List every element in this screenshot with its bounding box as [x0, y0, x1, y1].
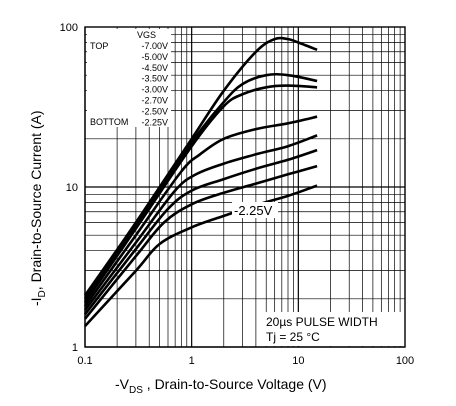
y-tick-label: 1	[72, 342, 78, 354]
legend-entry: -3.00V	[141, 85, 168, 95]
legend-entry: -2.70V	[141, 96, 168, 106]
x-axis-title: -VDS , Drain-to-Source Voltage (V)	[115, 376, 327, 396]
series-line--3.50V	[83, 115, 318, 307]
legend-background	[87, 29, 171, 127]
x-tick-label: 0.1	[77, 355, 92, 367]
legend-top-label: TOP	[90, 41, 108, 51]
x-tick-label: 10	[292, 355, 304, 367]
series-line--4.50V	[83, 84, 318, 304]
legend-entry: -2.50V	[141, 106, 168, 116]
series-line--3.00V	[83, 134, 318, 311]
series-line--2.50V	[83, 164, 318, 320]
legend-entry: -3.50V	[141, 74, 168, 84]
annotation-background	[262, 312, 404, 346]
series-line--2.25V	[84, 184, 318, 327]
pulse-width-annotation: 20µs PULSE WIDTH	[266, 315, 378, 329]
legend-entry: -2.25V	[141, 117, 168, 127]
junction-temp-annotation: Tj = 25 °C	[266, 330, 320, 344]
series-line--7.00V	[83, 36, 318, 297]
y-tick-label: 10	[66, 182, 78, 194]
series-line--5.00V	[83, 72, 318, 300]
x-tick-label: 1	[189, 355, 195, 367]
curve-label-background	[232, 202, 278, 218]
curves-group	[83, 36, 318, 327]
x-tick-label: 100	[396, 355, 414, 367]
series-line--2.70V	[83, 148, 318, 316]
legend-entry: -4.50V	[141, 63, 168, 73]
legend-bottom-label: BOTTOM	[90, 117, 128, 127]
plot-frame	[84, 26, 406, 348]
legend-entry: -7.00V	[141, 41, 168, 51]
y-axis-title: -ID, Drain-to-Source Current (A)	[28, 110, 48, 306]
legend-entries: -7.00V-5.00V-4.50V-3.50V-3.00V-2.70V-2.5…	[141, 41, 168, 127]
curve-label: -2.25V	[234, 203, 273, 218]
legend-entry: -5.00V	[141, 52, 168, 62]
y-tick-label: 100	[60, 22, 78, 34]
legend-header: VGS	[137, 30, 156, 40]
